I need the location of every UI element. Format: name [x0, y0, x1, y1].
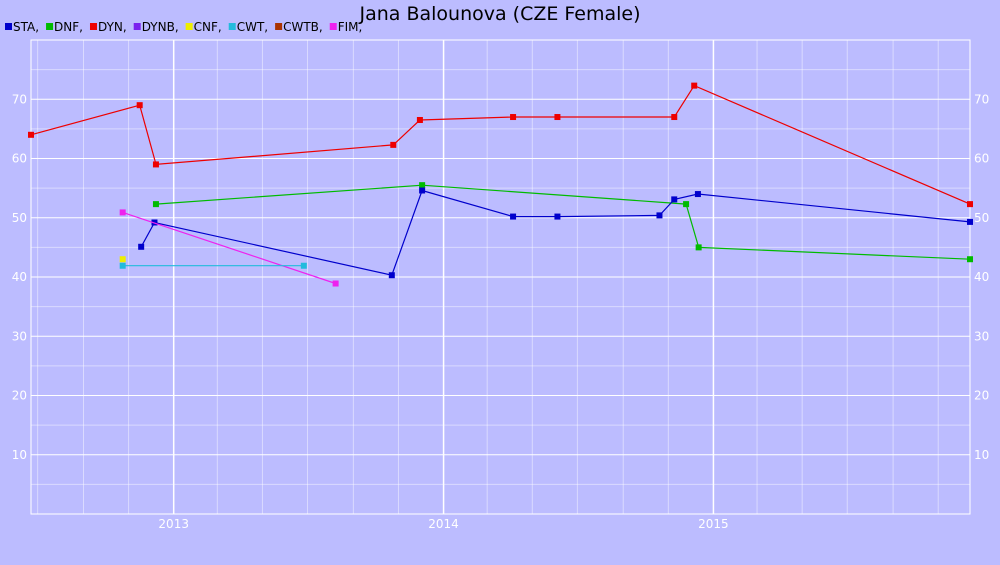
data-point-dnf: [967, 256, 973, 263]
series-line-dyn: [30, 84, 971, 205]
data-point-sta: [419, 187, 426, 194]
data-point-dyn: [416, 116, 423, 123]
legend-label: CWTB,: [283, 20, 323, 34]
data-point-sta: [510, 213, 517, 220]
y-tick-label-right: 20: [974, 389, 989, 403]
legend-swatch: [5, 23, 12, 30]
legend-label: DYNB,: [142, 20, 179, 34]
data-point-sta: [967, 218, 973, 225]
series-cwt: [119, 262, 307, 269]
legend-label: CWT,: [237, 20, 268, 34]
chart-title: Jana Balounova (CZE Female): [358, 3, 640, 25]
data-point-dyn: [671, 114, 678, 121]
data-point-dyn: [152, 161, 159, 168]
data-point-sta: [656, 212, 663, 219]
series-dnf: [152, 182, 973, 263]
y-tick-label-left: 30: [12, 329, 27, 343]
y-tick-label-right: 40: [974, 270, 989, 284]
grid: [31, 40, 970, 514]
legend: STA, DNF, DYN, DYNB, CNF, CWT, CWTB, FIM,: [5, 20, 362, 34]
legend-swatch: [228, 23, 236, 30]
legend-label: DYN,: [98, 20, 127, 34]
y-tick-label-right: 60: [974, 152, 989, 166]
y-tick-label-right: 30: [974, 329, 989, 343]
data-point-dyn: [136, 102, 143, 109]
legend-swatch: [275, 23, 283, 30]
data-point-dyn: [691, 82, 698, 89]
y-tick-label-right: 50: [974, 211, 989, 225]
data-point-sta: [138, 243, 145, 250]
data-point-dyn: [554, 114, 561, 121]
data-point-dnf: [695, 244, 702, 251]
data-point-cwt: [119, 262, 126, 269]
data-point-dyn: [967, 201, 973, 208]
x-tick-label: 2013: [158, 517, 189, 531]
axes: 10 10 20 20 30 30 40 40 50 50 60 60 70 70 2013 2014 2015: [12, 92, 990, 531]
x-tick-label: 2014: [428, 517, 459, 531]
data-point-sta: [694, 191, 701, 198]
y-tick-label-right: 70: [974, 92, 989, 106]
y-tick-label-left: 20: [12, 389, 27, 403]
y-tick-label-left: 70: [12, 92, 27, 106]
data-point-cwt: [300, 262, 307, 269]
series-layer: [28, 82, 973, 287]
legend-swatch: [185, 23, 193, 30]
legend-swatch: [46, 23, 54, 30]
data-point-dyn: [390, 141, 397, 148]
data-point-dyn: [28, 131, 34, 138]
data-point-dnf: [419, 182, 426, 189]
legend-label: STA,: [13, 20, 39, 34]
legend-swatch: [89, 23, 97, 30]
data-point-fim: [332, 280, 339, 287]
series-dyn: [28, 82, 973, 208]
data-point-dnf: [683, 201, 690, 208]
data-point-sta: [388, 272, 395, 279]
legend-swatch: [329, 23, 337, 30]
data-point-fim: [119, 209, 126, 216]
series-cnf: [119, 256, 126, 263]
data-point-sta: [554, 213, 561, 220]
data-point-cnf: [119, 256, 126, 263]
legend-label: CNF,: [194, 20, 222, 34]
y-tick-label-right: 10: [974, 448, 989, 462]
legend-label: DNF,: [54, 20, 83, 34]
data-point-sta: [671, 196, 678, 203]
y-tick-label-left: 40: [12, 270, 27, 284]
series-line-sta: [140, 189, 971, 276]
legend-label: FIM,: [338, 20, 363, 34]
data-point-dnf: [152, 201, 159, 208]
x-tick-label: 2015: [698, 517, 729, 531]
data-point-dyn: [510, 114, 517, 121]
y-tick-label-left: 10: [12, 448, 27, 462]
y-tick-label-left: 50: [12, 211, 27, 225]
series-fim: [119, 209, 339, 287]
legend-swatch: [133, 23, 141, 30]
series-line-fim: [122, 211, 336, 285]
y-tick-label-left: 60: [12, 152, 27, 166]
